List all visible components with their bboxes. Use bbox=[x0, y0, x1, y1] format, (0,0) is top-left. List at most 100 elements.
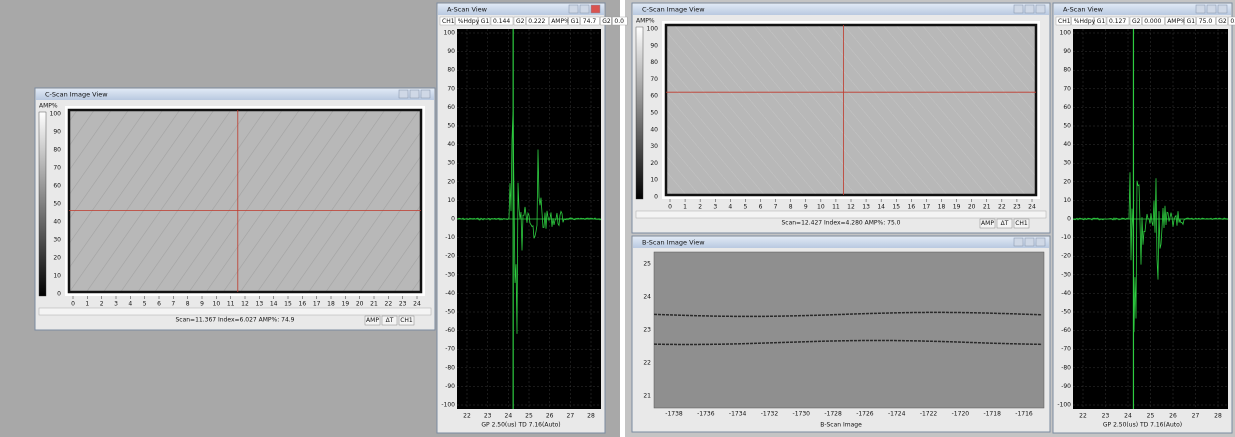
close-button[interactable] bbox=[590, 4, 601, 14]
toolbar-field bbox=[1196, 16, 1216, 26]
x-tick-label: 21 bbox=[983, 204, 991, 211]
toolbar-button-label: CH1 bbox=[1015, 220, 1028, 227]
title-bar bbox=[1054, 4, 1231, 15]
close-button[interactable] bbox=[1035, 237, 1046, 247]
toolbar-button[interactable] bbox=[1013, 218, 1030, 229]
x-tick-label: 24 bbox=[1028, 204, 1036, 211]
y-tick-label: 0 bbox=[1067, 216, 1071, 223]
toolbar-field bbox=[490, 16, 514, 26]
colorbar bbox=[635, 26, 644, 200]
toolbar-text: 0.000 bbox=[1144, 18, 1161, 25]
x-tick-label: 9 bbox=[200, 301, 204, 308]
x-tick-label: 7 bbox=[774, 204, 778, 211]
minimize-button[interactable] bbox=[1013, 4, 1024, 14]
colorbar-tick-label: 40 bbox=[650, 126, 658, 133]
toolbar-button[interactable] bbox=[996, 218, 1013, 229]
close-button[interactable] bbox=[1035, 4, 1046, 14]
toolbar-button-label: CH1 bbox=[400, 317, 413, 324]
toolbar-field bbox=[1184, 16, 1196, 26]
toolbar-text: CH1 bbox=[442, 18, 455, 25]
close-button[interactable] bbox=[1217, 4, 1228, 14]
x-tick-label: 26 bbox=[546, 413, 554, 420]
y-tick-label: -10 bbox=[1061, 234, 1071, 241]
toolbar-field bbox=[526, 16, 549, 26]
maximize-button[interactable] bbox=[1206, 4, 1217, 14]
x-tick-label: 8 bbox=[186, 301, 190, 308]
toolbar-button[interactable] bbox=[398, 315, 415, 326]
x-tick-label: 16 bbox=[299, 301, 307, 308]
x-tick-label: 5 bbox=[744, 204, 748, 211]
minimize-button[interactable] bbox=[1195, 4, 1206, 14]
toolbar-button[interactable] bbox=[381, 315, 398, 326]
x-tick-label: 23 bbox=[399, 301, 407, 308]
y-tick-label: -50 bbox=[445, 309, 455, 316]
toolbar-button[interactable] bbox=[364, 315, 381, 326]
y-tick-label: 25 bbox=[643, 261, 651, 268]
x-tick-label: 8 bbox=[789, 204, 793, 211]
window-title: A-Scan View bbox=[1063, 6, 1104, 14]
toolbar-field bbox=[600, 16, 612, 26]
scrollbar bbox=[635, 210, 1047, 219]
toolbar-field bbox=[1129, 16, 1142, 26]
toolbar-field bbox=[478, 16, 491, 26]
y-tick-label: 21 bbox=[643, 393, 651, 400]
x-tick-label: 19 bbox=[953, 204, 961, 211]
x-tick-label: 10 bbox=[817, 204, 825, 211]
toolbar-text: CH1 bbox=[1058, 18, 1071, 25]
window-title: C-Scan Image View bbox=[45, 91, 108, 99]
colorbar-tick-label: 50 bbox=[650, 110, 658, 117]
x-tick-label: 9 bbox=[804, 204, 808, 211]
minimize-button[interactable] bbox=[1013, 237, 1024, 247]
colorbar-tick-label: 50 bbox=[53, 201, 61, 208]
colorbar-tick-label: 30 bbox=[53, 237, 61, 244]
x-tick-label: 0 bbox=[668, 204, 672, 211]
toolbar-text: AMP% bbox=[551, 18, 570, 25]
toolbar-text: 0.0 bbox=[614, 18, 624, 25]
toolbar-field bbox=[1228, 16, 1235, 26]
toolbar-field bbox=[455, 16, 478, 26]
toolbar-text: AMP% bbox=[1167, 18, 1186, 25]
y-tick-label: -90 bbox=[445, 383, 455, 390]
minimize-button[interactable] bbox=[568, 4, 579, 14]
x-tick-label: 4 bbox=[728, 204, 732, 211]
x-tick-label: 18 bbox=[938, 204, 946, 211]
maximize-button[interactable] bbox=[409, 89, 420, 99]
toolbar-text: G2 bbox=[516, 18, 525, 25]
y-tick-label: -60 bbox=[445, 327, 455, 334]
y-tick-label: 40 bbox=[1063, 141, 1071, 148]
colorbar-tick-label: 100 bbox=[647, 26, 659, 33]
maximize-button[interactable] bbox=[1024, 4, 1035, 14]
toolbar-field bbox=[1106, 16, 1130, 26]
minimize-button[interactable] bbox=[398, 89, 409, 99]
colorbar-tick-label: 80 bbox=[650, 59, 658, 66]
y-tick-label: -20 bbox=[445, 253, 455, 260]
toolbar-button[interactable] bbox=[979, 218, 996, 229]
colorbar-label: AMP% bbox=[636, 18, 655, 25]
toolbar-field bbox=[1141, 16, 1165, 26]
x-tick-label: 26 bbox=[1169, 413, 1177, 420]
toolbar-field bbox=[568, 16, 580, 26]
toolbar-button-label: ΔT bbox=[1001, 220, 1009, 227]
y-tick-label: -60 bbox=[1061, 327, 1071, 334]
x-tick-label: -1722 bbox=[920, 411, 938, 418]
toolbar-field bbox=[549, 16, 568, 26]
x-tick-label: 25 bbox=[525, 413, 533, 420]
toolbar-text: 0.0 bbox=[1230, 18, 1235, 25]
colorbar-tick-label: 10 bbox=[650, 177, 658, 184]
colorbar-tick-label: 90 bbox=[53, 129, 61, 136]
maximize-button[interactable] bbox=[1024, 237, 1035, 247]
echo-line bbox=[653, 339, 1043, 346]
toolbar-text: G1 bbox=[1097, 18, 1106, 25]
x-tick-label: 23 bbox=[1102, 413, 1110, 420]
colorbar-tick-label: 20 bbox=[650, 160, 658, 167]
x-tick-label: 1 bbox=[85, 301, 89, 308]
close-button[interactable] bbox=[420, 89, 431, 99]
y-tick-label: -70 bbox=[1061, 346, 1071, 353]
bscan-image bbox=[653, 251, 1045, 409]
x-tick-label: 13 bbox=[256, 301, 264, 308]
maximize-button[interactable] bbox=[579, 4, 590, 14]
toolbar-text: 74.7 bbox=[583, 18, 597, 25]
toolbar-field bbox=[1215, 16, 1228, 26]
x-tick-label: 14 bbox=[270, 301, 278, 308]
y-tick-label: 10 bbox=[447, 197, 455, 204]
